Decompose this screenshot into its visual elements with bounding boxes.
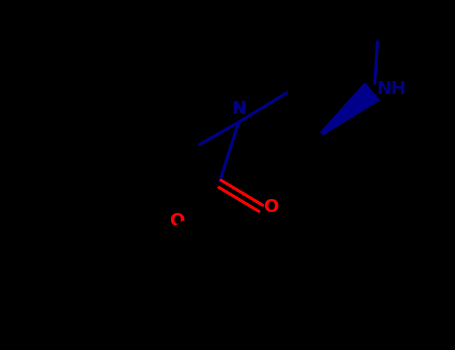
Text: O: O — [263, 198, 278, 216]
Polygon shape — [321, 83, 379, 135]
Text: N: N — [231, 100, 246, 118]
Text: NH: NH — [376, 80, 406, 98]
Text: O: O — [169, 212, 184, 230]
